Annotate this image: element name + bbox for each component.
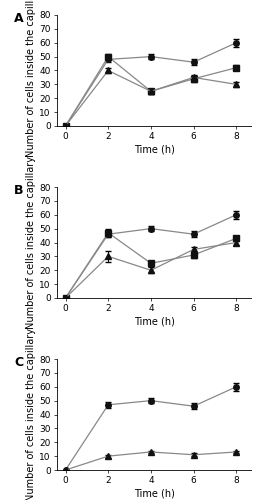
Text: A: A — [14, 12, 24, 24]
X-axis label: Time (h): Time (h) — [134, 316, 175, 326]
Y-axis label: Number of cells inside the capillary: Number of cells inside the capillary — [26, 328, 37, 500]
Text: C: C — [14, 356, 23, 368]
X-axis label: Time (h): Time (h) — [134, 144, 175, 154]
Y-axis label: Number of cells inside the capillary: Number of cells inside the capillary — [26, 156, 37, 329]
Y-axis label: Number of cells inside the capillary: Number of cells inside the capillary — [26, 0, 37, 157]
Text: B: B — [14, 184, 24, 196]
X-axis label: Time (h): Time (h) — [134, 488, 175, 498]
